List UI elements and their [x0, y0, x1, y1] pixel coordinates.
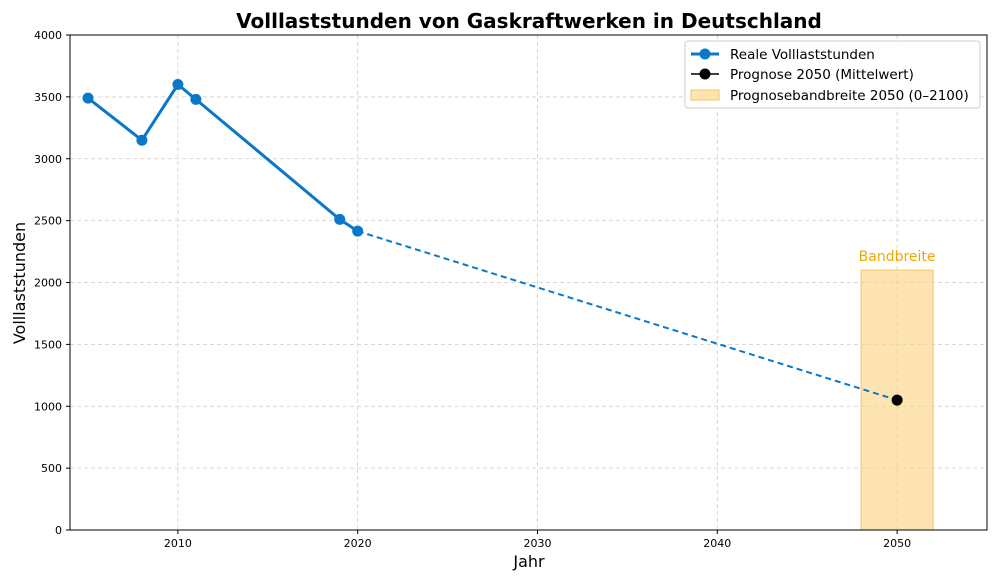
legend-marker-forecast — [699, 68, 711, 80]
legend-label-real: Reale Volllaststunden — [730, 47, 875, 63]
legend-box — [684, 40, 981, 109]
data-point-real — [190, 93, 202, 105]
x-tick-label: 2010 — [164, 537, 192, 550]
x-tick-label: 2050 — [883, 537, 911, 550]
x-tick-label: 2040 — [703, 537, 731, 550]
y-tick-label: 2000 — [34, 277, 62, 290]
data-point-forecast — [891, 394, 903, 406]
series-layer — [82, 79, 903, 406]
series-line-real — [87, 83, 359, 233]
x-tick-label: 2030 — [523, 537, 551, 550]
legend: Reale Volllaststunden Prognose 2050 (Mitt… — [684, 40, 981, 109]
y-tick-label: 1000 — [34, 400, 62, 413]
data-point-real — [136, 134, 148, 146]
data-point-real — [172, 79, 184, 90]
x-axis-label: Jahr — [512, 552, 545, 571]
forecast-band-layer: Bandbreite — [859, 249, 936, 531]
legend-label-forecast: Prognose 2050 (Mittelwert) — [730, 67, 914, 83]
y-tick-label: 3000 — [34, 153, 62, 166]
legend-marker-real — [699, 48, 711, 60]
y-tick-label: 500 — [41, 462, 62, 475]
legend-swatch-band — [690, 89, 720, 101]
ticks: 2010 2020 2030 2040 2050 0 500 1000 1500 2000 2500… — [34, 29, 911, 550]
data-point-real — [82, 92, 94, 104]
y-tick-label: 1500 — [34, 338, 62, 351]
y-tick-label: 2500 — [34, 215, 62, 228]
y-tick-label: 3500 — [34, 91, 62, 104]
band-annotation: Bandbreite — [859, 249, 936, 265]
chart-title: Volllaststunden von Gaskraftwerken in De… — [236, 9, 822, 33]
trend-line — [357, 230, 898, 402]
y-axis-label: Volllaststunden — [10, 222, 29, 344]
data-point-real — [352, 225, 364, 237]
legend-label-band: Prognosebandbreite 2050 (0–2100) — [730, 88, 969, 104]
data-point-real — [334, 213, 346, 225]
x-tick-label: 2020 — [344, 537, 372, 550]
y-tick-label: 4000 — [34, 29, 62, 42]
y-tick-label: 0 — [55, 524, 62, 537]
